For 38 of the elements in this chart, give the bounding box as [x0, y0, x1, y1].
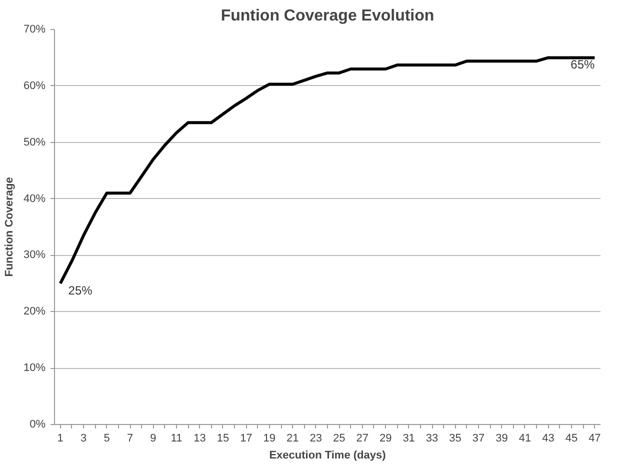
x-tick-label: 3	[80, 432, 87, 444]
x-tick-label: 19	[263, 432, 276, 444]
y-tick-label: 10%	[23, 362, 46, 374]
x-tick-label: 21	[286, 432, 299, 444]
y-tick-label: 60%	[23, 80, 46, 92]
x-tick-label: 11	[170, 432, 182, 444]
x-tick-label: 1	[57, 432, 64, 444]
y-tick-label: 0%	[30, 418, 46, 430]
x-tick-label: 35	[449, 432, 462, 444]
x-tick-label: 41	[518, 432, 532, 444]
chart-title: Funtion Coverage Evolution	[220, 8, 434, 24]
x-tick-label: 31	[402, 432, 415, 444]
y-axis-title: Function Coverage	[3, 177, 16, 277]
annotation: 65%	[570, 58, 596, 72]
x-tick-label: 25	[333, 432, 346, 444]
y-tick-label: 40%	[23, 192, 46, 205]
x-tick-label: 37	[472, 432, 485, 444]
x-tick-label: 45	[565, 432, 578, 444]
x-tick-label: 9	[150, 432, 156, 444]
y-tick-label: 50%	[23, 136, 46, 148]
annotation: 25%	[68, 283, 93, 298]
x-tick-label: 29	[379, 432, 392, 444]
x-tick-label: 39	[496, 432, 508, 444]
y-tick-label: 20%	[23, 306, 46, 318]
x-tick-label: 7	[126, 432, 134, 444]
x-tick-label: 43	[542, 432, 554, 444]
line-series	[58, 56, 596, 285]
x-tick-label: 5	[104, 432, 110, 444]
x-tick-label: 13	[194, 432, 206, 444]
x-tick-label: 47	[588, 432, 601, 444]
x-tick-label: 23	[310, 432, 322, 444]
x-tick-label: 27	[356, 432, 368, 444]
y-tick-label: 70%	[23, 24, 46, 36]
x-tick-label: 15	[216, 432, 230, 444]
x-tick-label: 17	[240, 432, 252, 444]
y-tick-label: 30%	[23, 249, 46, 262]
x-axis-title: Execution Time (days)	[269, 450, 386, 462]
x-tick-label: 33	[426, 432, 438, 444]
